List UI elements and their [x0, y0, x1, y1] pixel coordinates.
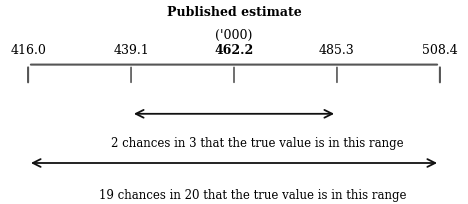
Text: 416.0: 416.0: [10, 44, 46, 57]
Text: 508.4: 508.4: [422, 44, 458, 57]
Text: Published estimate: Published estimate: [167, 6, 301, 19]
Text: ('000): ('000): [215, 29, 253, 41]
Text: 2 chances in 3 that the true value is in this range: 2 chances in 3 that the true value is in…: [111, 137, 404, 150]
Text: 439.1: 439.1: [113, 44, 149, 57]
Text: 19 chances in 20 that the true value is in this range: 19 chances in 20 that the true value is …: [99, 188, 407, 201]
Text: 485.3: 485.3: [319, 44, 355, 57]
Text: 462.2: 462.2: [214, 44, 254, 57]
